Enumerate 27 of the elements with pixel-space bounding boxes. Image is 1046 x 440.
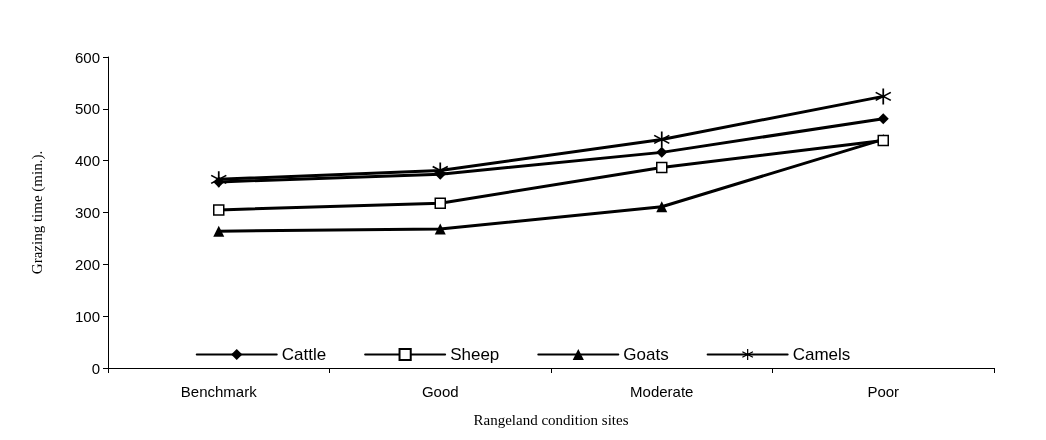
point [213, 225, 225, 237]
y-tick-label: 100 [74, 307, 100, 325]
legend-label: Camels [792, 345, 851, 364]
point [434, 197, 446, 209]
y-tick-label: 400 [74, 152, 100, 170]
y-axis-title: Grazing time (min.). [28, 150, 46, 275]
x-tick-label: Good [421, 383, 459, 400]
y-tick-label: 500 [74, 100, 100, 118]
x-tick-label: Moderate [630, 383, 694, 400]
point [434, 223, 446, 235]
x-tick-label: Benchmark [180, 383, 258, 400]
y-tick-label: 200 [74, 255, 100, 273]
point [656, 201, 668, 213]
legend-label: Cattle [281, 345, 327, 364]
x-axis-title: Rangeland condition sites [473, 411, 629, 428]
point [656, 146, 668, 158]
point [653, 131, 670, 148]
point [875, 88, 892, 105]
legend-label: Goats [623, 345, 669, 364]
y-tick-label: 600 [74, 48, 100, 66]
point [656, 161, 668, 174]
x-tick-label: Poor [867, 383, 900, 400]
y-tick-label: 0 [91, 359, 100, 377]
y-tick-label: 300 [74, 204, 100, 221]
point [213, 204, 225, 216]
legend-label: Sheep [450, 345, 500, 364]
point [877, 113, 889, 125]
